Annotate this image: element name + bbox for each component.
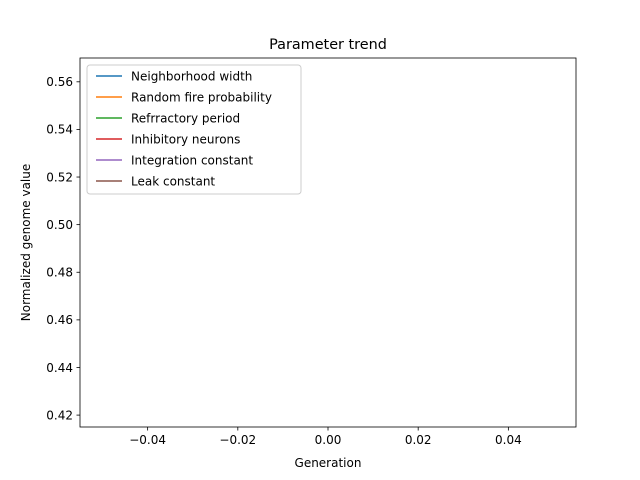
legend: Neighborhood width Random fire probabilit… [86, 64, 302, 195]
x-tick-label: 0.02 [405, 433, 432, 447]
legend-label: Integration constant [131, 153, 253, 167]
y-tick-label: 0.42 [46, 408, 73, 422]
y-tick-label: 0.56 [46, 75, 73, 89]
x-axis: −0.04 −0.02 0.00 0.02 0.04 [129, 427, 522, 447]
chart-title: Parameter trend [269, 37, 387, 53]
x-axis-label: Generation [295, 456, 362, 470]
legend-frame [86, 64, 302, 195]
y-axis-label: Normalized genome value [19, 164, 33, 321]
legend-label: Leak constant [131, 174, 215, 188]
legend-label: Random fire probability [131, 90, 272, 104]
x-tick-label: −0.04 [129, 433, 166, 447]
legend-label: Inhibitory neurons [131, 132, 240, 146]
x-tick-label: −0.02 [219, 433, 256, 447]
x-tick-label: 0.00 [315, 433, 342, 447]
y-tick-label: 0.46 [46, 313, 73, 327]
legend-label: Neighborhood width [131, 69, 252, 83]
y-tick-label: 0.48 [46, 266, 73, 280]
y-tick-label: 0.44 [46, 361, 73, 375]
x-tick-label: 0.04 [495, 433, 522, 447]
legend-label: Refrractory period [131, 111, 240, 125]
y-tick-label: 0.50 [46, 218, 73, 232]
y-axis: 0.42 0.44 0.46 0.48 0.50 0.52 0.54 0.56 [46, 75, 80, 422]
y-tick-label: 0.52 [46, 170, 73, 184]
y-tick-label: 0.54 [46, 123, 73, 137]
